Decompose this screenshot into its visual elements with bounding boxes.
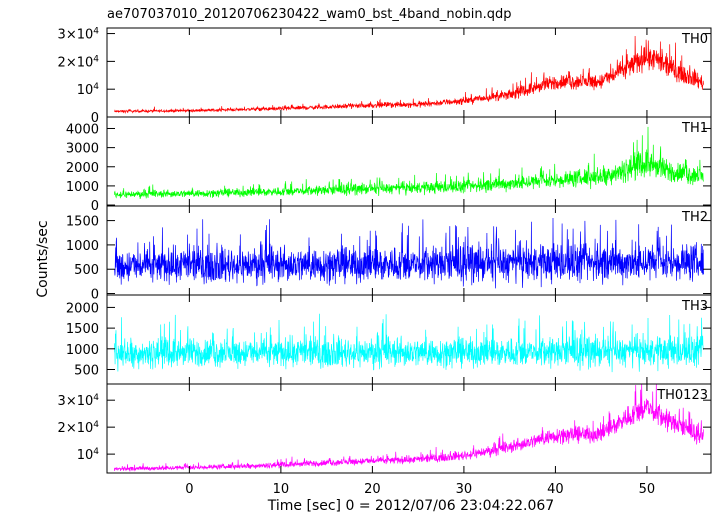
y-tick-label: 104 [77,82,100,98]
x-tick-label: 40 [547,482,564,497]
series-th0 [114,35,704,115]
x-tick-label: 10 [273,482,290,497]
y-tick-label: 3×104 [58,393,100,409]
panel-label: TH2 [681,210,708,225]
y-tick-label: 4000 [66,122,99,137]
y-tick-label: 0 [91,288,99,303]
series-th1 [113,126,704,199]
panels-group: TH0 0 104 2×104 3×104 TH1 0 1000 2000 3000 4000 TH2… [58,27,712,474]
panel-label: TH3 [681,299,708,314]
y-tick-label: 104 [77,447,100,463]
y-tick-label: 1000 [66,343,99,358]
y-tick-label: 500 [74,263,99,278]
panel-frame [106,294,712,385]
y-tick-label: 3×104 [58,27,100,43]
panel-label: TH1 [681,121,708,136]
series-th3 [113,313,704,373]
panel-th0123: TH0123 104 2×104 3×104 [58,383,712,474]
y-tick-label: 2000 [66,161,99,176]
series-th2 [113,217,704,289]
x-axis-label: Time [sec] 0 = 2012/07/06 23:04:22.067 [267,498,554,514]
panel-label: TH0123 [656,388,708,403]
panel-th0: TH0 0 104 2×104 3×104 [58,27,712,126]
panel-th3: TH3 500 1000 1500 2000 [66,294,712,385]
panel-frame [106,205,712,296]
y-tick-label: 2×104 [58,54,100,70]
x-tick-label: 30 [456,482,473,497]
panel-label: TH0 [681,32,708,47]
y-tick-label: 1500 [66,322,99,337]
y-tick-label: 3000 [66,142,99,157]
y-tick-label: 1000 [66,180,99,195]
y-tick-label: 0 [91,199,99,214]
y-tick-label: 2×104 [58,420,100,436]
x-tick-label: 50 [639,482,656,497]
x-tick-label: 0 [185,482,193,497]
y-tick-label: 1000 [66,239,99,254]
x-axis: 0 10 20 30 40 50 [185,482,655,497]
y-tick-label: 500 [74,364,99,379]
y-tick-label: 0 [91,111,99,126]
y-tick-label: 2000 [66,301,99,316]
series-th0123 [113,384,704,472]
panel-frame [106,383,712,474]
figure-title: ae707037010_20120706230422_wam0_bst_4ban… [107,7,512,22]
panel-th1: TH1 0 1000 2000 3000 4000 [66,116,712,214]
y-tick-label: 1500 [66,215,99,230]
panel-th2: TH2 0 500 1000 1500 [66,205,712,303]
y-axis-label: Counts/sec [35,220,51,297]
x-tick-label: 20 [364,482,381,497]
